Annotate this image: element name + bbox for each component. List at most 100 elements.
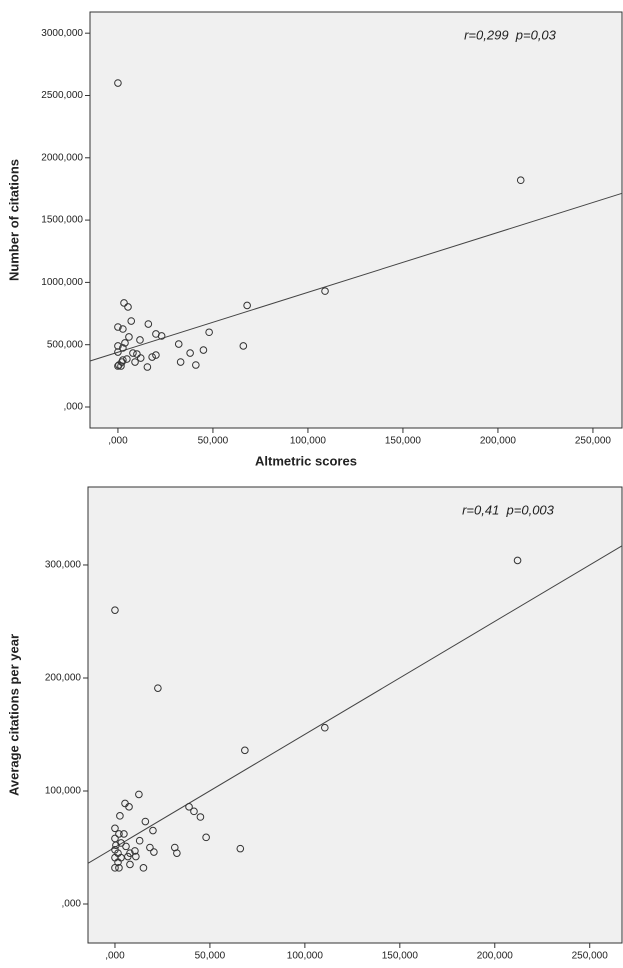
data-point	[141, 817, 150, 826]
data-point	[114, 79, 122, 87]
data-point	[111, 864, 119, 872]
data-point	[202, 833, 210, 842]
data-point	[146, 843, 154, 852]
data-point	[241, 746, 249, 755]
data-point	[513, 556, 522, 565]
data-point	[126, 860, 134, 869]
chart: ,000 100,000 200,000 300,000 ,000 50,000 100,0…	[6, 486, 623, 962]
data-point	[120, 830, 128, 838]
data-point	[186, 349, 194, 357]
data-point	[121, 339, 129, 347]
data-point	[154, 684, 162, 692]
data-point	[124, 852, 132, 861]
data-point	[192, 361, 200, 369]
data-point	[132, 852, 140, 861]
x-tick-label: ,000	[105, 951, 125, 962]
x-tick-label: 250,000	[575, 436, 612, 447]
y-tick-label: 300,000	[45, 560, 82, 571]
data-point	[112, 841, 120, 850]
data-point	[157, 332, 166, 340]
y-tick-label: 500,000	[47, 339, 84, 350]
data-point	[125, 803, 133, 811]
data-point	[111, 824, 119, 833]
data-point	[136, 354, 145, 362]
y-tick-label: 200,000	[45, 673, 82, 684]
data-point	[111, 606, 119, 614]
x-tick-label: 50,000	[198, 436, 229, 447]
data-point	[321, 287, 329, 295]
x-axis-title: Altmetric scores	[255, 453, 357, 468]
data-point	[122, 842, 130, 851]
data-point	[236, 844, 245, 853]
data-point	[176, 358, 185, 366]
x-tick-label: 50,000	[195, 951, 226, 962]
data-point	[114, 348, 122, 356]
data-point	[174, 340, 183, 348]
data-point	[243, 301, 251, 310]
data-point	[114, 323, 122, 331]
data-point	[152, 351, 160, 359]
x-tick-label: 150,000	[382, 951, 419, 962]
y-tick-label: 2000,000	[41, 152, 83, 163]
data-point	[115, 830, 123, 838]
data-point	[116, 812, 124, 820]
y-tick-label: 1000,000	[41, 277, 83, 288]
data-point	[120, 299, 128, 307]
y-tick-label: 2500,000	[41, 90, 83, 101]
y-tick-label: 1500,000	[41, 215, 83, 226]
data-point	[239, 342, 248, 350]
data-point	[516, 176, 525, 185]
data-point	[114, 362, 122, 370]
x-tick-label: 100,000	[290, 436, 327, 447]
data-point	[119, 325, 127, 333]
x-tick-label: 200,000	[477, 951, 514, 962]
data-point	[150, 848, 158, 856]
x-tick-label: 200,000	[480, 436, 517, 447]
y-tick-label: ,000	[64, 402, 84, 413]
data-point	[124, 303, 132, 311]
y-axis-title: Average citations per year	[6, 634, 21, 796]
data-point	[115, 361, 123, 369]
plot-area	[87, 486, 623, 944]
data-point	[131, 358, 139, 366]
data-point	[199, 346, 208, 354]
y-axis-title: Number of citations	[6, 159, 21, 281]
data-point	[321, 723, 329, 732]
x-tick-label: ,000	[108, 436, 128, 447]
data-point	[148, 353, 156, 361]
data-point	[129, 349, 137, 357]
data-point	[190, 807, 198, 816]
data-point	[143, 363, 152, 371]
plot-area	[89, 11, 623, 429]
data-point	[133, 350, 141, 358]
data-point	[127, 317, 136, 325]
data-point	[144, 320, 153, 328]
x-tick-label: 250,000	[572, 951, 609, 962]
data-point	[119, 356, 127, 364]
data-point	[135, 790, 143, 799]
data-point	[136, 336, 144, 344]
x-tick-label: 150,000	[385, 436, 422, 447]
data-point	[139, 864, 148, 872]
fit-line	[89, 192, 623, 362]
data-point	[131, 847, 139, 855]
y-tick-label: 3000,000	[41, 28, 83, 39]
data-point	[115, 864, 123, 872]
data-point	[149, 826, 157, 835]
x-tick-label: 100,000	[287, 951, 324, 962]
fit-line	[87, 545, 623, 864]
chart: ,000 500,000 1000,000 1500,000 2000,000 2500,…	[6, 11, 623, 468]
annotation: r=0,299 p=0,03	[464, 27, 557, 42]
data-point	[135, 836, 144, 845]
data-point	[196, 813, 205, 821]
data-point	[125, 333, 133, 341]
y-tick-label: ,000	[62, 899, 82, 910]
data-point	[185, 803, 193, 811]
data-point	[119, 344, 127, 352]
data-point	[173, 849, 181, 857]
data-point	[205, 328, 213, 337]
y-tick-label: 100,000	[45, 786, 82, 797]
annotation: r=0,41 p=0,003	[462, 502, 555, 517]
